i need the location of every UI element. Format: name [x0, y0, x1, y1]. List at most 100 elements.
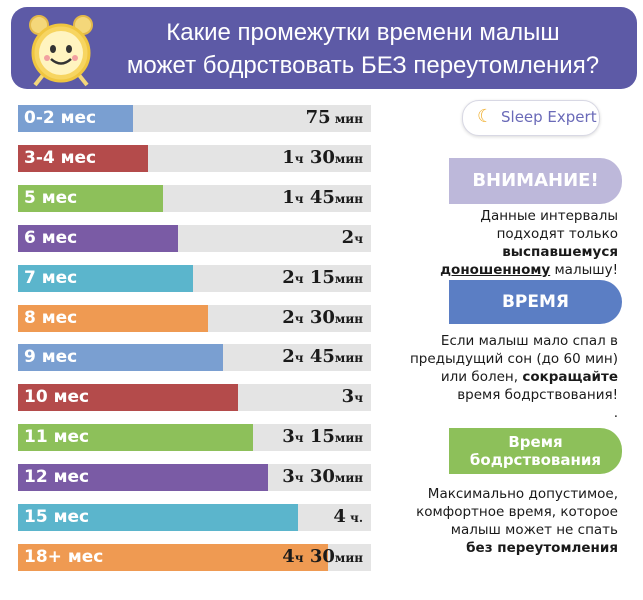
duration-part: ч [354, 232, 363, 246]
age-label: 6 мес [24, 228, 78, 248]
bar-row: 11 мес 3ч 15мин [18, 424, 371, 451]
duration-part: 15 [303, 267, 335, 288]
duration-label: 2ч 15мин [282, 267, 363, 288]
duration-label: 4 ч. [333, 506, 363, 527]
duration-label: 2ч 45мин [282, 346, 363, 367]
duration-part: ч [294, 152, 304, 166]
duration-label: 4ч 30мин [282, 546, 363, 567]
header-banner: Какие промежутки времени малыш может бод… [11, 7, 637, 89]
duration-part: 1 [282, 187, 295, 208]
duration-part: мин [334, 351, 363, 365]
bar [18, 344, 223, 371]
age-label: 11 мес [24, 427, 90, 447]
bar [18, 265, 193, 292]
bar-row: 6 мес 2ч [18, 225, 371, 252]
time-badge: ВРЕМЯ [449, 280, 622, 324]
logo-text: Sleep Expert [501, 108, 597, 126]
duration-part: 3 [341, 386, 355, 407]
wake-line-2: комфортное время, которое [416, 504, 618, 520]
duration-part: ч [294, 192, 304, 206]
bar [18, 305, 208, 332]
attention-line-3: выспавшемуся [502, 244, 618, 260]
alarm-clock-icon [29, 15, 93, 87]
duration-part: ч [294, 351, 304, 365]
bar-row: 7 мес 2ч 15мин [18, 265, 371, 292]
attention-line-4-rest: малышу! [550, 262, 618, 278]
duration-part: мин [330, 112, 363, 126]
time-line-4: время бодрствования! [457, 387, 618, 403]
duration-part: ч [294, 551, 304, 565]
duration-part: 2 [341, 227, 355, 248]
duration-part: мин [334, 471, 363, 485]
duration-part: мин [334, 192, 363, 206]
title-line-2: может бодрствовать БЕЗ переутомления? [126, 52, 600, 79]
bar [18, 424, 253, 451]
wake-window-bar-chart: 0-2 мес 75 мин 3-4 мес 1ч 30мин 5 мес 1ч 45ми… [18, 105, 371, 571]
age-label: 9 мес [24, 347, 78, 367]
time-line-3: или болен, сокращайте [410, 368, 618, 386]
wake-badge-line-1: Время [508, 433, 563, 451]
time-line-2: предыдущий сон (до 60 мин) [409, 351, 618, 367]
duration-part: 45 [303, 346, 335, 367]
time-line-3-plain: или болен, [440, 369, 523, 385]
age-label: 0-2 мес [24, 108, 97, 128]
age-label: 5 мес [24, 188, 78, 208]
duration-label: 3ч [342, 386, 363, 407]
wake-badge-line-2: бодрствования [469, 451, 602, 469]
bar [18, 105, 133, 132]
bar-row: 5 мес 1ч 45мин [18, 185, 371, 212]
bar-row: 8 мес 2ч 30мин [18, 305, 371, 332]
duration-label: 75 мин [306, 107, 363, 128]
bar-row: 18+ мес 4ч 30мин [18, 544, 371, 571]
wake-line-1: Максимально допустимое, [427, 486, 618, 502]
age-label: 12 мес [24, 467, 90, 487]
duration-part: ч [294, 471, 304, 485]
bar-row: 15 мес 4 ч. [18, 504, 371, 531]
bar [18, 464, 268, 491]
wake-note: Максимально допустимое, комфортное время… [416, 485, 618, 557]
duration-label: 3ч 30мин [282, 466, 363, 487]
duration-part: ч [294, 431, 304, 445]
duration-part: 2 [282, 307, 295, 328]
bar [18, 384, 238, 411]
attention-line-4: доношенному малышу! [440, 261, 618, 279]
bar-row: 3-4 мес 1ч 30мин [18, 145, 371, 172]
bar [18, 544, 328, 571]
duration-label: 1ч 30мин [282, 147, 363, 168]
duration-part: мин [334, 431, 363, 445]
duration-part: мин [334, 272, 363, 286]
sleep-expert-logo: ☾ Sleep Expert [462, 100, 600, 136]
attention-note: Данные интервалы подходят только выспавш… [440, 207, 618, 279]
duration-part: 30 [303, 307, 335, 328]
bar [18, 504, 298, 531]
bar-row: 10 мес 3ч [18, 384, 371, 411]
duration-part: 45 [303, 187, 335, 208]
duration-part: 30 [303, 466, 335, 487]
wake-time-badge: Время бодрствования [449, 428, 622, 474]
duration-part: 3 [282, 466, 295, 487]
duration-label: 3ч 15мин [282, 426, 363, 447]
duration-part: 4 [282, 546, 295, 567]
time-line-3-bold: сокращайте [522, 369, 618, 385]
duration-part: 4 [333, 506, 346, 527]
duration-part: мин [334, 551, 363, 565]
duration-part: 30 [303, 147, 335, 168]
duration-label: 1ч 45мин [282, 187, 363, 208]
title-line-1: Какие промежутки времени малыш [166, 19, 560, 46]
time-line-5: . [613, 405, 618, 421]
duration-part: ч. [345, 511, 363, 525]
moon-icon: ☾ [477, 106, 494, 127]
duration-part: 3 [282, 426, 295, 447]
age-label: 10 мес [24, 387, 90, 407]
bar-row: 0-2 мес 75 мин [18, 105, 371, 132]
age-label: 3-4 мес [24, 148, 97, 168]
duration-part: мин [334, 152, 363, 166]
bar [18, 145, 148, 172]
time-line-1: Если малыш мало спал в [440, 333, 618, 349]
duration-part: 2 [282, 267, 295, 288]
duration-part: 15 [303, 426, 335, 447]
duration-label: 2ч [342, 227, 363, 248]
duration-part: 2 [282, 346, 295, 367]
attention-line-1: Данные интервалы [480, 208, 618, 224]
duration-part: ч [294, 272, 304, 286]
